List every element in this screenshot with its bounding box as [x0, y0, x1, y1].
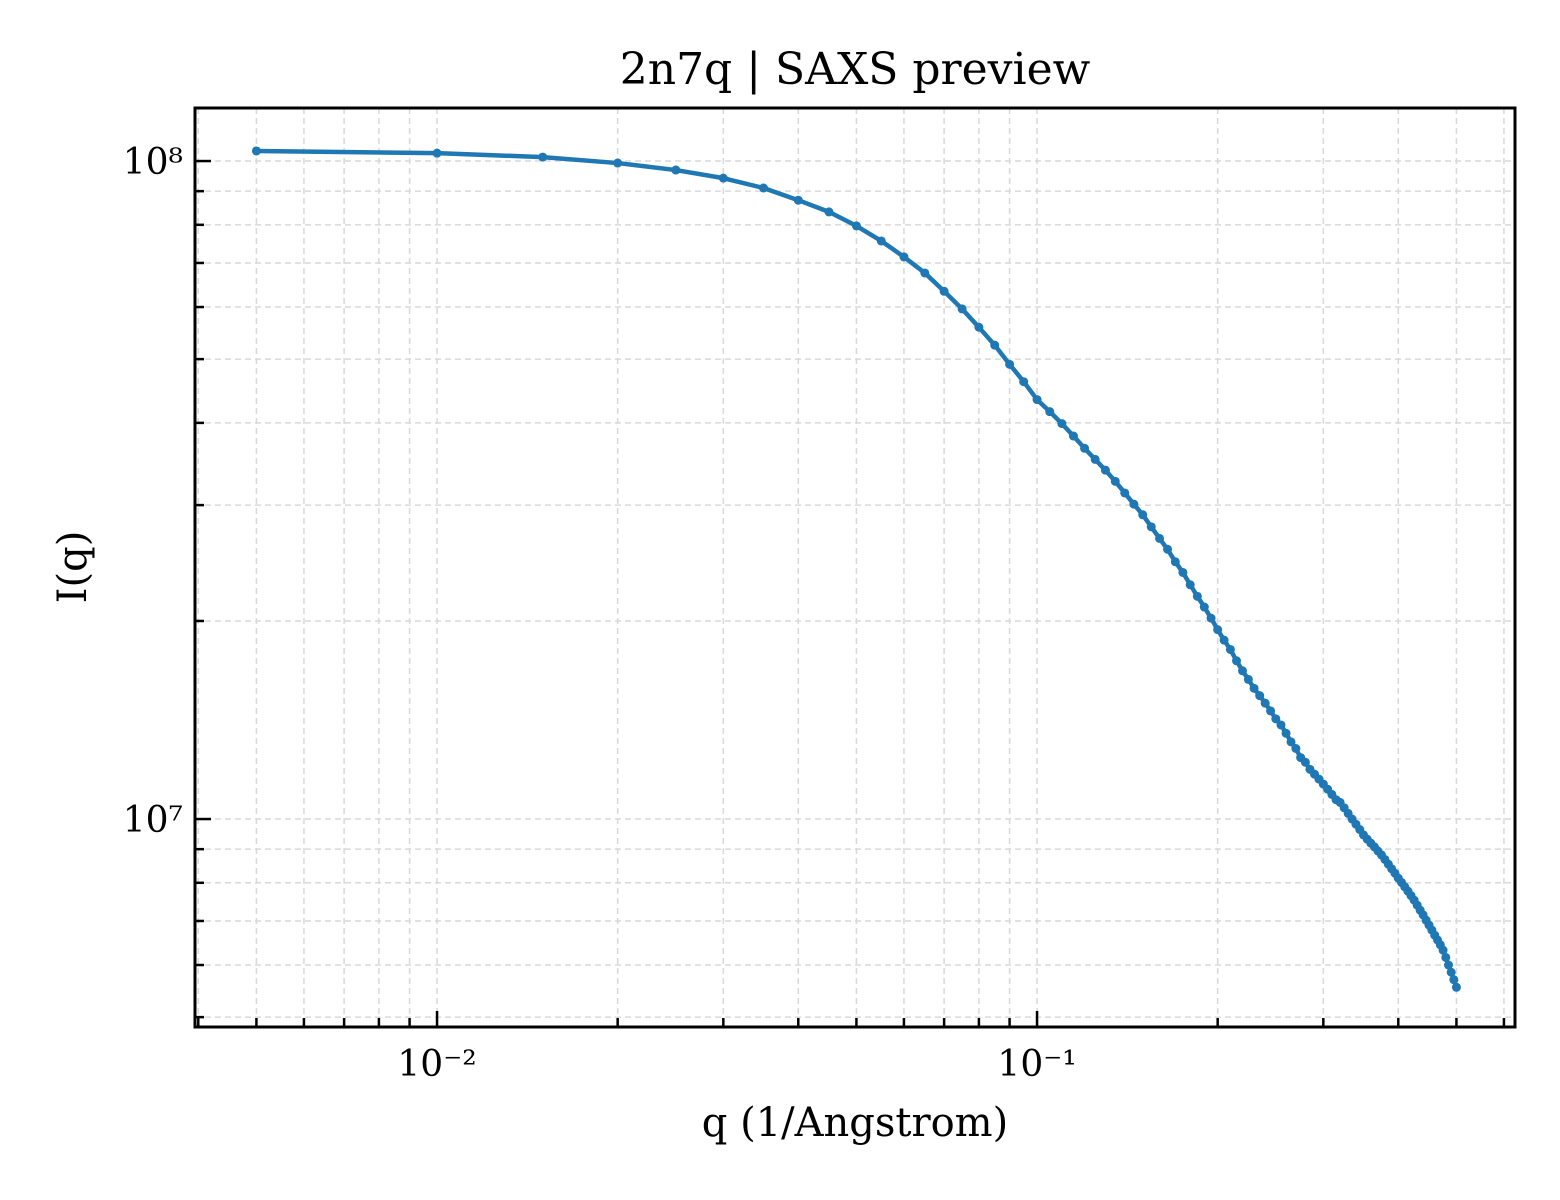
data-point [1100, 465, 1110, 475]
data-point [1155, 533, 1165, 543]
data-point [1178, 567, 1188, 577]
data-point [1266, 706, 1276, 716]
data-point [538, 152, 548, 162]
data-point [1005, 359, 1015, 369]
data-point [851, 221, 861, 231]
data-point [251, 146, 261, 156]
data-point [1045, 407, 1055, 417]
y-axis-label: I(q) [50, 531, 96, 604]
data-point [1232, 656, 1242, 666]
data-point [1170, 557, 1180, 567]
data-point [1438, 945, 1448, 955]
data-point [758, 183, 768, 193]
data-point [939, 286, 949, 296]
data-point [1441, 952, 1451, 962]
data-point [1238, 666, 1248, 676]
data-point [1068, 431, 1078, 441]
data-point [1443, 960, 1453, 970]
data-point [1446, 967, 1456, 977]
data-point [1080, 443, 1090, 453]
chart-title: 2n7q | SAXS preview [620, 44, 1091, 95]
data-point [671, 165, 681, 175]
data-point [1260, 698, 1270, 708]
data-point [1138, 510, 1148, 520]
data-point [1451, 982, 1461, 992]
data-point [1206, 613, 1216, 623]
data-point [718, 173, 728, 183]
x-tick-label: 10⁻² [397, 1044, 476, 1085]
data-point [1129, 499, 1139, 509]
data-point [990, 340, 1000, 350]
data-point [613, 158, 623, 168]
data-point [1281, 728, 1291, 738]
data-point [1163, 544, 1173, 554]
data-point [1286, 737, 1296, 747]
data-point [793, 195, 803, 205]
data-point [1019, 377, 1029, 387]
data-point [1291, 743, 1301, 753]
data-point [1225, 644, 1235, 654]
data-point [1032, 395, 1042, 405]
y-tick-label: 10⁸ [123, 142, 183, 183]
data-point [1213, 625, 1223, 635]
data-point [1192, 591, 1202, 601]
data-point [1110, 476, 1120, 486]
x-tick-label: 10⁻¹ [997, 1044, 1076, 1085]
data-point [1090, 454, 1100, 464]
data-point [1219, 635, 1229, 645]
data-point [432, 148, 442, 158]
data-point [1276, 720, 1286, 730]
data-point [974, 322, 984, 332]
y-tick-label: 10⁷ [123, 800, 183, 841]
data-point [824, 207, 834, 217]
data-point [1249, 683, 1259, 693]
data-point [1199, 602, 1209, 612]
data-point [1185, 580, 1195, 590]
x-axis-label: q (1/Angstrom) [702, 1100, 1008, 1146]
data-point [1271, 714, 1281, 724]
data-point [1243, 674, 1253, 684]
plot-area [251, 146, 1461, 992]
data-point [1255, 691, 1265, 701]
data-point [1120, 488, 1130, 498]
data-point [1300, 757, 1310, 767]
data-point [1449, 975, 1459, 985]
axes-frame [193, 106, 1517, 1029]
data-point [1146, 522, 1156, 532]
data-point [957, 304, 967, 314]
data-point [1057, 419, 1067, 429]
data-point [899, 252, 909, 262]
data-point [876, 236, 886, 246]
ticks: 10⁻² 10⁻¹ 10⁷ 10⁸ [123, 142, 1506, 1085]
data-point [920, 268, 930, 278]
